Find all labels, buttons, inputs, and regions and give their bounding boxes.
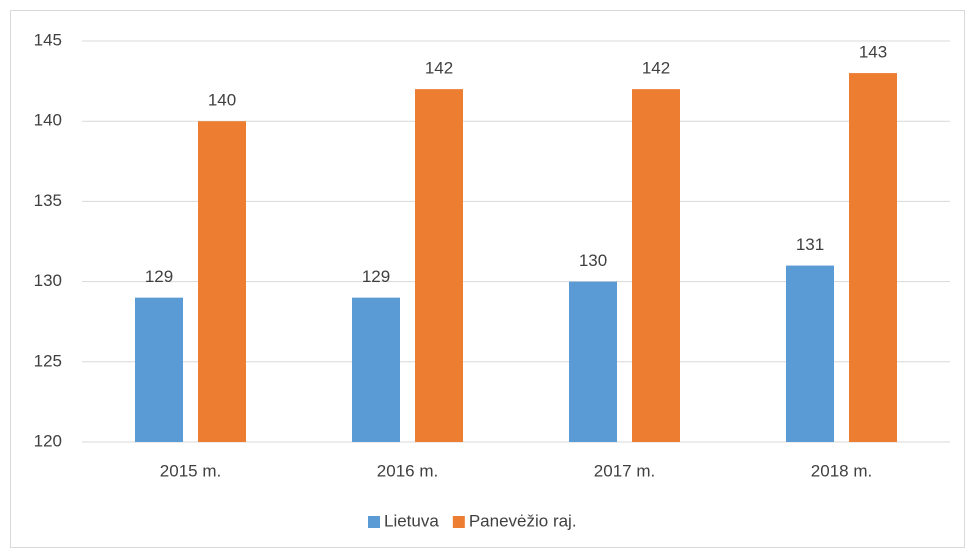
data-label: 129 [145,267,173,286]
y-tick-label: 135 [34,191,62,210]
legend-label: Lietuva [384,511,439,530]
bar [352,297,400,442]
legend-label: Panevėžio raj. [469,511,577,530]
data-label: 142 [425,59,453,78]
bar [849,73,897,442]
x-tick-label: 2016 m. [377,461,438,480]
x-tick-label: 2017 m. [594,461,655,480]
legend-swatch [368,516,380,528]
y-tick-label: 130 [34,271,62,290]
data-label: 129 [362,267,390,286]
bar [569,281,617,442]
x-tick-label: 2015 m. [160,461,221,480]
data-label: 142 [642,59,670,78]
data-label: 130 [579,251,607,270]
bar [135,297,183,442]
data-label: 131 [796,235,824,254]
y-tick-label: 140 [34,111,62,130]
bar [786,265,834,442]
data-label: 140 [208,91,236,110]
bar [198,121,246,442]
data-label: 143 [859,43,887,62]
y-tick-label: 145 [34,30,62,49]
bar [415,89,463,443]
bar [632,89,680,443]
y-tick-label: 125 [34,351,62,370]
x-tick-label: 2018 m. [811,461,872,480]
y-tick-label: 120 [34,431,62,450]
legend-swatch [452,516,465,528]
